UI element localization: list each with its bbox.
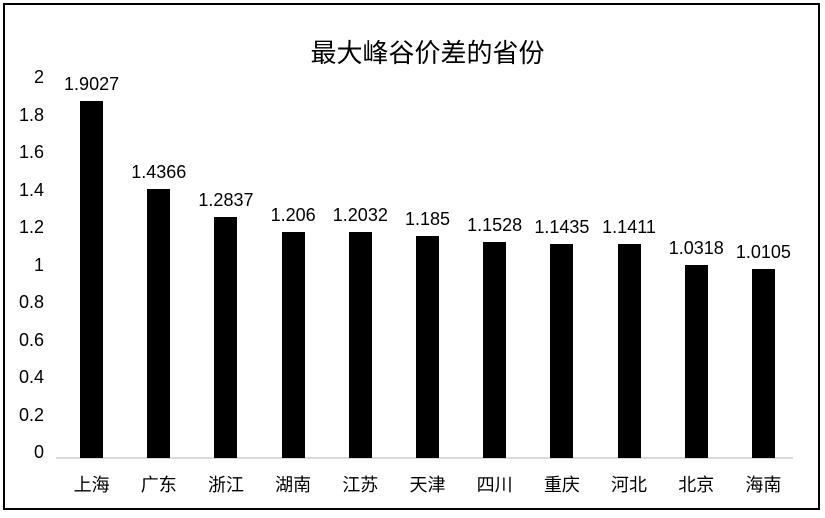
bar	[751, 269, 775, 458]
y-axis-tick-label: 1.2	[18, 217, 44, 237]
bar-value-label: 1.9027	[64, 74, 120, 94]
y-axis-tick-label: 0.2	[18, 404, 44, 425]
bar-value-label: 1.206	[270, 205, 316, 225]
category-label: 江苏	[342, 475, 379, 495]
bar-value-label: 1.0318	[668, 238, 724, 258]
bar	[483, 242, 507, 458]
bar	[550, 244, 574, 458]
y-axis-tick-label: 1.4	[18, 179, 44, 200]
bar-value-label: 1.1528	[467, 215, 523, 235]
y-axis-tick-label: 0.6	[18, 329, 44, 350]
bar-value-label: 1.1435	[534, 217, 590, 237]
plot-area: 1.9027 1.4366 1.2837 1.206 1.2032 1.185 1.1528…	[58, 74, 797, 458]
bar	[416, 236, 439, 458]
chart-frame	[3, 3, 820, 510]
bar	[348, 232, 372, 458]
bar-value-label: 1.0105	[735, 242, 791, 262]
category-label: 重庆	[543, 475, 580, 495]
y-axis-tick-label: 0.8	[18, 292, 44, 312]
bar	[617, 244, 641, 458]
category-label: 海南	[745, 475, 782, 495]
y-axis-tick-label: 1.8	[18, 104, 44, 125]
bar-value-label: 1.2032	[332, 205, 388, 225]
y-axis-tick-label: 0.4	[18, 367, 44, 387]
bar-value-label: 1.1411	[602, 217, 656, 237]
x-axis-line	[56, 457, 793, 459]
category-label: 河北	[611, 475, 648, 495]
bar-value-label: 1.4366	[131, 162, 187, 182]
y-axis-tick-label: 0	[33, 442, 44, 462]
y-axis-tick-label: 1.6	[18, 142, 44, 162]
category-label: 湖南	[275, 475, 312, 495]
y-axis-tick-label: 1	[33, 254, 44, 275]
chart-title: 最大峰谷价差的省份	[310, 38, 545, 68]
x-axis-category-labels: 上海 广东 浙江 湖南 江苏 天津 四川 重庆 河北 北京 海南	[0, 474, 825, 500]
bar	[80, 101, 104, 458]
bar-value-label: 1.2837	[198, 190, 254, 210]
category-label: 上海	[73, 475, 110, 495]
bar	[147, 189, 171, 458]
category-label: 四川	[476, 475, 513, 495]
category-label: 浙江	[207, 475, 244, 495]
bar	[214, 217, 238, 458]
y-axis-tick-label: 2	[33, 67, 44, 87]
bar	[281, 232, 305, 458]
bar-value-label: 1.185	[404, 209, 451, 229]
bar	[684, 265, 708, 458]
y-axis-tick-labels: 2 1.8 1.6 1.4 1.2 1 0.8 0.6 0.4 0.2 0	[0, 0, 46, 518]
category-label: 天津	[409, 475, 446, 495]
category-label: 北京	[678, 475, 715, 495]
category-label: 广东	[140, 475, 177, 495]
